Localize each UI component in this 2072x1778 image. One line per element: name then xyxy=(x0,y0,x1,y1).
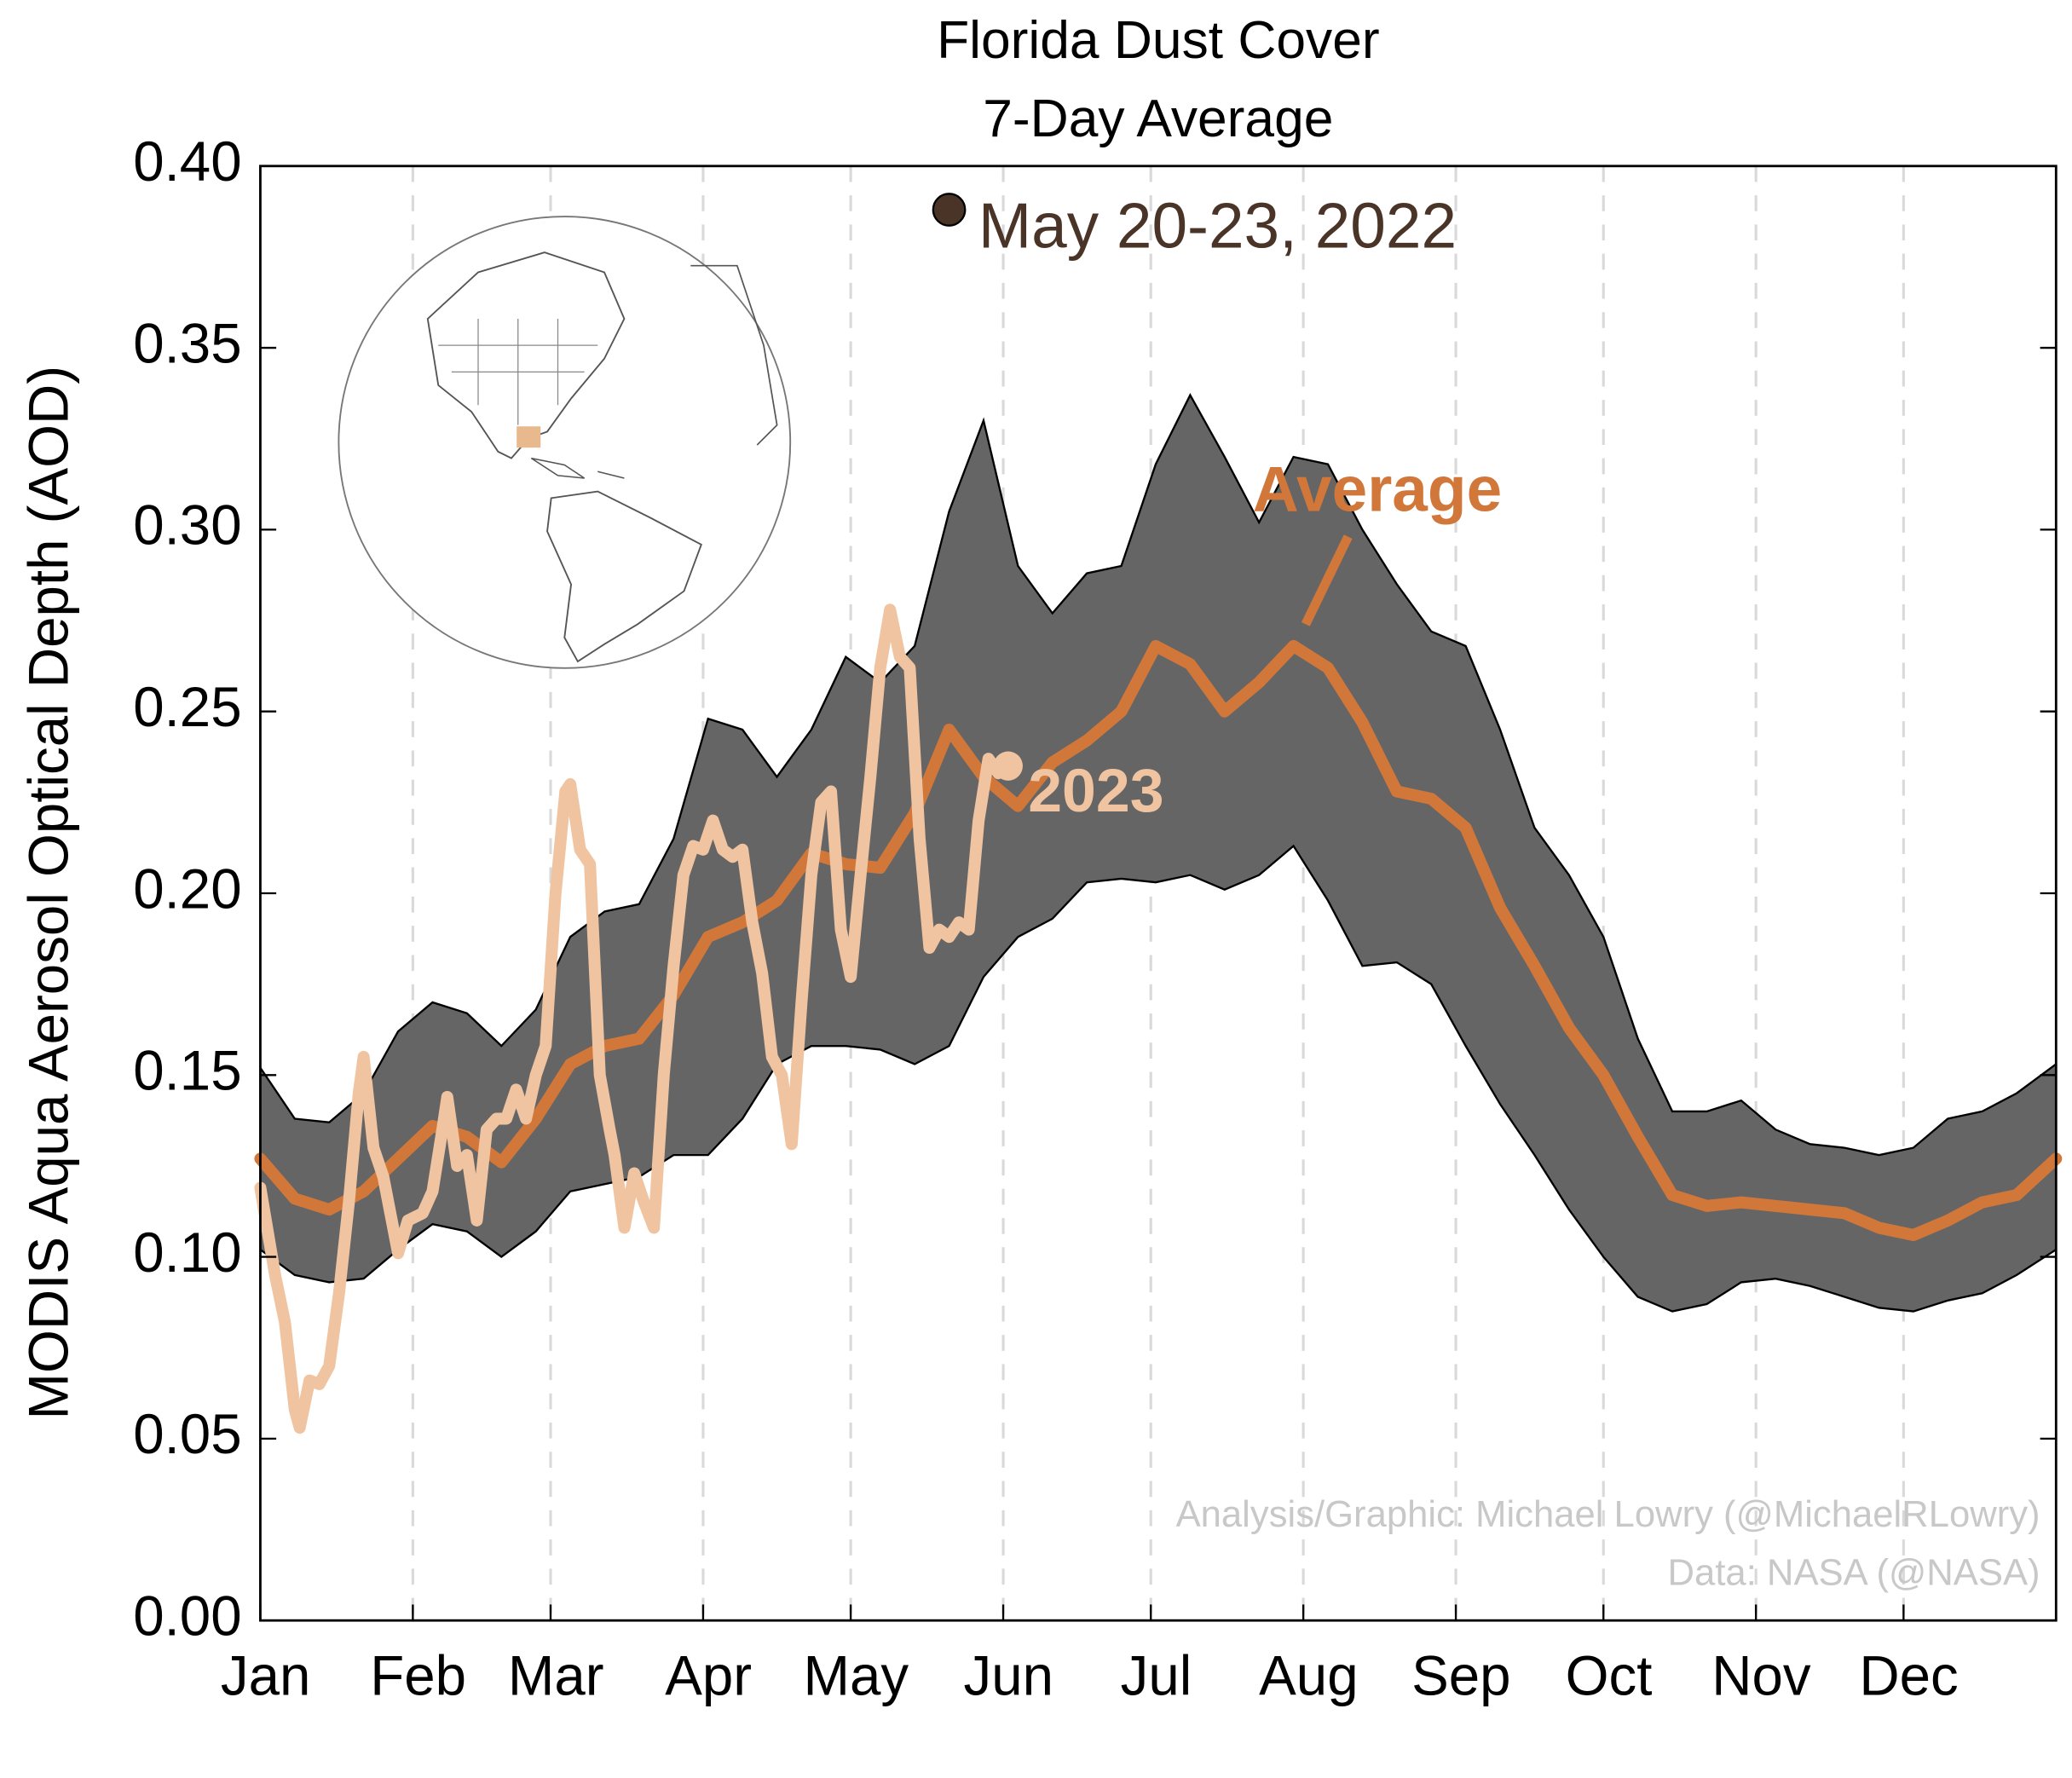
y-tick-label: 0.15 xyxy=(133,1040,241,1102)
europe-africa xyxy=(690,264,778,446)
series-line xyxy=(254,639,2063,1241)
state-lines xyxy=(438,319,598,425)
series-end-marker xyxy=(993,751,1023,781)
y-tick-label: 0.05 xyxy=(133,1403,241,1465)
x-tick-label: Jun xyxy=(964,1645,1054,1707)
x-tick-label: Dec xyxy=(1859,1645,1958,1707)
x-tick-label: Jul xyxy=(1121,1645,1192,1707)
x-tick-label: May xyxy=(804,1645,909,1707)
x-tick-label: Nov xyxy=(1711,1645,1811,1707)
y-tick-label: 0.35 xyxy=(133,312,241,374)
north-america xyxy=(426,251,626,459)
y-tick-label: 0.20 xyxy=(133,857,241,920)
x-tick-label: Sep xyxy=(1411,1645,1510,1707)
series-label: 2023 xyxy=(1028,757,1163,825)
x-tick-label: Mar xyxy=(508,1645,604,1707)
y-tick-label: 0.10 xyxy=(133,1221,241,1284)
band-upper-edge xyxy=(259,393,2057,1157)
chart-subtitle: 7-Day Average xyxy=(983,89,1333,148)
x-tick-label: Jan xyxy=(221,1645,311,1707)
annotation-label: May 20-23, 2022 xyxy=(978,190,1457,262)
plot-area: Jan Feb Mar Apr May Jun Jul Aug Sep Oct Nov Dec Aver… xyxy=(133,130,2063,1707)
y-tick-label: 0.30 xyxy=(133,494,241,557)
south-america xyxy=(546,490,702,663)
florida-region xyxy=(517,426,541,448)
caribbean xyxy=(530,457,625,479)
chart-title: Florida Dust Cover xyxy=(937,11,1380,70)
credit: Analysis/Graphic: Michael Lowry (@Michae… xyxy=(1176,1494,2040,1535)
y-tick-label: 0.00 xyxy=(133,1585,241,1647)
annotation-point xyxy=(932,193,967,227)
globe xyxy=(338,216,792,669)
y-tick-label: 0.25 xyxy=(133,676,241,738)
series-label: Average xyxy=(1253,453,1502,524)
x-tick-label: Aug xyxy=(1259,1645,1358,1707)
globe-inset xyxy=(338,216,792,669)
y-tick-label: 0.40 xyxy=(133,130,241,193)
band-lower-edge xyxy=(259,844,2057,1313)
x-tick-label: Apr xyxy=(665,1645,752,1707)
label-pointer xyxy=(1301,534,1353,626)
credit: Data: NASA (@NASA) xyxy=(1668,1553,2040,1594)
x-tick-label: Oct xyxy=(1566,1645,1653,1707)
series-line xyxy=(254,603,1014,1435)
y-axis-label: MODIS Aqua Aerosol Optical Depth (AOD) xyxy=(18,366,80,1420)
x-tick-label: Feb xyxy=(370,1645,466,1707)
